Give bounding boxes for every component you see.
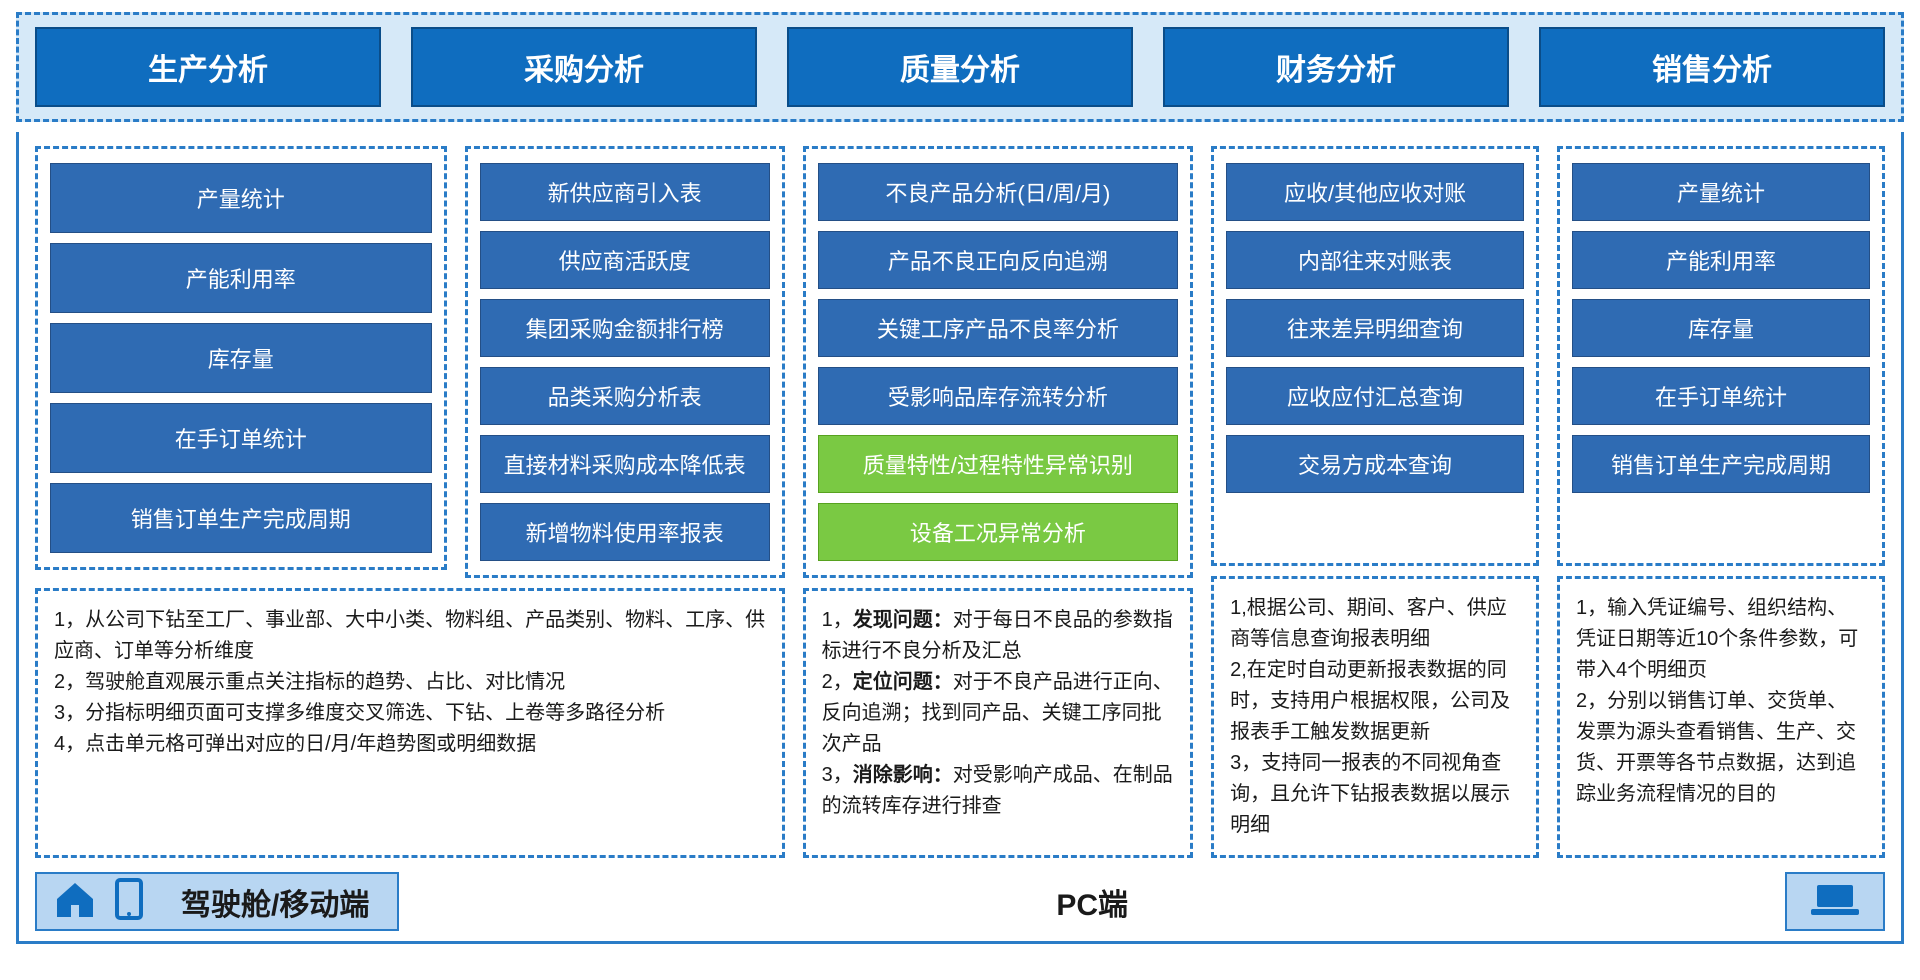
item-finance-1[interactable]: 内部往来对账表 [1226, 231, 1524, 289]
desc-line: 2，驾驶舱直观展示重点关注指标的趋势、占比、对比情况 [54, 667, 766, 698]
desc-line: 3，消除影响：对受影响产成品、在制品的流转库存进行排查 [822, 760, 1174, 822]
item-production-2[interactable]: 库存量 [50, 323, 432, 393]
header-tab-finance[interactable]: 财务分析 [1163, 27, 1509, 107]
item-procurement-4[interactable]: 直接材料采购成本降低表 [480, 435, 770, 493]
group-finance: 应收/其他应收对账内部往来对账表往来差异明细查询应收应付汇总查询交易方成本查询 [1211, 146, 1539, 566]
item-sales-4[interactable]: 销售订单生产完成周期 [1572, 435, 1870, 493]
columns-row: 产量统计产能利用率库存量在手订单统计销售订单生产完成周期新供应商引入表供应商活跃… [35, 146, 1885, 858]
bottom-left-panel: 驾驶舱/移动端 [35, 872, 399, 931]
desc-line: 3，分指标明细页面可支撑多维度交叉筛选、下钻、上卷等多路径分析 [54, 698, 766, 729]
bottom-right-panel [1785, 872, 1885, 931]
desc-line: 4，点击单元格可弹出对应的日/月/年趋势图或明细数据 [54, 729, 766, 760]
group-procurement: 新供应商引入表供应商活跃度集团采购金额排行榜品类采购分析表直接材料采购成本降低表… [465, 146, 785, 578]
desc-sales: 1，输入凭证编号、组织结构、凭证日期等近10个条件参数，可带入4个明细页2，分别… [1557, 576, 1885, 858]
header-tab-production[interactable]: 生产分析 [35, 27, 381, 107]
header-row: 生产分析 采购分析 质量分析 财务分析 销售分析 [35, 27, 1885, 107]
top-header-strip: 生产分析 采购分析 质量分析 财务分析 销售分析 [16, 12, 1904, 122]
item-finance-0[interactable]: 应收/其他应收对账 [1226, 163, 1524, 221]
item-procurement-3[interactable]: 品类采购分析表 [480, 367, 770, 425]
item-production-0[interactable]: 产量统计 [50, 163, 432, 233]
item-procurement-1[interactable]: 供应商活跃度 [480, 231, 770, 289]
item-quality-4[interactable]: 质量特性/过程特性异常识别 [818, 435, 1178, 493]
desc-production-procurement: 1，从公司下钻至工厂、事业部、大中小类、物料组、产品类别、物料、工序、供应商、订… [35, 588, 785, 858]
desc-line: 2，定位问题：对于不良产品进行正向、反向追溯；找到同产品、关键工序同批次产品 [822, 667, 1174, 760]
main-container: 产量统计产能利用率库存量在手订单统计销售订单生产完成周期新供应商引入表供应商活跃… [16, 132, 1904, 944]
bottom-mid-label: PC端 [399, 872, 1785, 931]
desc-line: 2,在定时自动更新报表数据的同时，支持用户根据权限，公司及报表手工触发数据更新 [1230, 655, 1520, 748]
column-sales: 产量统计产能利用率库存量在手订单统计销售订单生产完成周期 1，输入凭证编号、组织… [1557, 146, 1885, 858]
bottom-left-label: 驾驶舱/移动端 [181, 880, 369, 924]
column-finance: 应收/其他应收对账内部往来对账表往来差异明细查询应收应付汇总查询交易方成本查询 … [1211, 146, 1539, 858]
item-quality-5[interactable]: 设备工况异常分析 [818, 503, 1178, 561]
merged-prod-proc-wrapper: 产量统计产能利用率库存量在手订单统计销售订单生产完成周期新供应商引入表供应商活跃… [35, 146, 785, 858]
item-finance-4[interactable]: 交易方成本查询 [1226, 435, 1524, 493]
item-quality-2[interactable]: 关键工序产品不良率分析 [818, 299, 1178, 357]
bottom-bar: 驾驶舱/移动端 PC端 [35, 872, 1885, 931]
item-procurement-0[interactable]: 新供应商引入表 [480, 163, 770, 221]
desc-line: 3，支持同一报表的不同视角查询，且允许下钻报表数据以展示明细 [1230, 748, 1520, 841]
phone-icon [115, 878, 143, 925]
item-production-3[interactable]: 在手订单统计 [50, 403, 432, 473]
item-procurement-5[interactable]: 新增物料使用率报表 [480, 503, 770, 561]
home-icon [53, 879, 97, 924]
desc-finance: 1,根据公司、期间、客户、供应商等信息查询报表明细2,在定时自动更新报表数据的同… [1211, 576, 1539, 858]
desc-line: 1，发现问题：对于每日不良品的参数指标进行不良分析及汇总 [822, 605, 1174, 667]
header-tab-procurement[interactable]: 采购分析 [411, 27, 757, 107]
merged-upper-row: 产量统计产能利用率库存量在手订单统计销售订单生产完成周期新供应商引入表供应商活跃… [35, 146, 785, 578]
item-sales-2[interactable]: 库存量 [1572, 299, 1870, 357]
item-production-1[interactable]: 产能利用率 [50, 243, 432, 313]
item-quality-0[interactable]: 不良产品分析(日/周/月) [818, 163, 1178, 221]
item-finance-2[interactable]: 往来差异明细查询 [1226, 299, 1524, 357]
header-tab-sales[interactable]: 销售分析 [1539, 27, 1885, 107]
group-quality: 不良产品分析(日/周/月) 产品不良正向反向追溯关键工序产品不良率分析受影响品库存… [803, 146, 1193, 578]
group-sales: 产量统计产能利用率库存量在手订单统计销售订单生产完成周期 [1557, 146, 1885, 566]
column-quality: 不良产品分析(日/周/月) 产品不良正向反向追溯关键工序产品不良率分析受影响品库存… [803, 146, 1193, 858]
item-sales-0[interactable]: 产量统计 [1572, 163, 1870, 221]
item-quality-1[interactable]: 产品不良正向反向追溯 [818, 231, 1178, 289]
item-quality-3[interactable]: 受影响品库存流转分析 [818, 367, 1178, 425]
laptop-icon [1807, 881, 1863, 922]
item-procurement-2[interactable]: 集团采购金额排行榜 [480, 299, 770, 357]
item-sales-1[interactable]: 产能利用率 [1572, 231, 1870, 289]
desc-line: 1，从公司下钻至工厂、事业部、大中小类、物料组、产品类别、物料、工序、供应商、订… [54, 605, 766, 667]
group-production: 产量统计产能利用率库存量在手订单统计销售订单生产完成周期 [35, 146, 447, 570]
header-tab-quality[interactable]: 质量分析 [787, 27, 1133, 107]
desc-quality: 1，发现问题：对于每日不良品的参数指标进行不良分析及汇总2，定位问题：对于不良产… [803, 588, 1193, 858]
item-sales-3[interactable]: 在手订单统计 [1572, 367, 1870, 425]
desc-line: 1,根据公司、期间、客户、供应商等信息查询报表明细 [1230, 593, 1520, 655]
desc-line: 2，分别以销售订单、交货单、发票为源头查看销售、生产、交货、开票等各节点数据，达… [1576, 686, 1866, 810]
item-production-4[interactable]: 销售订单生产完成周期 [50, 483, 432, 553]
item-finance-3[interactable]: 应收应付汇总查询 [1226, 367, 1524, 425]
desc-line: 1，输入凭证编号、组织结构、凭证日期等近10个条件参数，可带入4个明细页 [1576, 593, 1866, 686]
